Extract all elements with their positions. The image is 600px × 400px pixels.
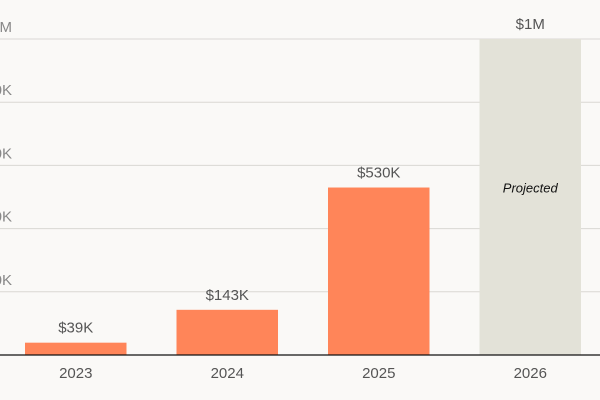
x-tick-label: 2026 bbox=[514, 365, 547, 382]
y-tick-label: $800K bbox=[0, 82, 12, 99]
value-label: $1M bbox=[516, 16, 545, 33]
bar bbox=[24, 342, 127, 355]
bar bbox=[327, 187, 430, 355]
value-label: $39K bbox=[58, 320, 93, 337]
y-tick-label: $600K bbox=[0, 145, 12, 162]
y-tick-label: $200K bbox=[0, 272, 12, 289]
value-label: $530K bbox=[357, 164, 400, 181]
value-label: $143K bbox=[206, 287, 249, 304]
y-tick-label: $400K bbox=[0, 209, 12, 226]
bar bbox=[176, 309, 279, 355]
y-tick-label: $1M bbox=[0, 19, 12, 36]
bar bbox=[479, 39, 582, 355]
x-tick-label: 2025 bbox=[362, 365, 395, 382]
projected-label: Projected bbox=[503, 180, 559, 195]
x-tick-label: 2023 bbox=[59, 365, 92, 382]
x-tick-label: 2024 bbox=[211, 365, 244, 382]
